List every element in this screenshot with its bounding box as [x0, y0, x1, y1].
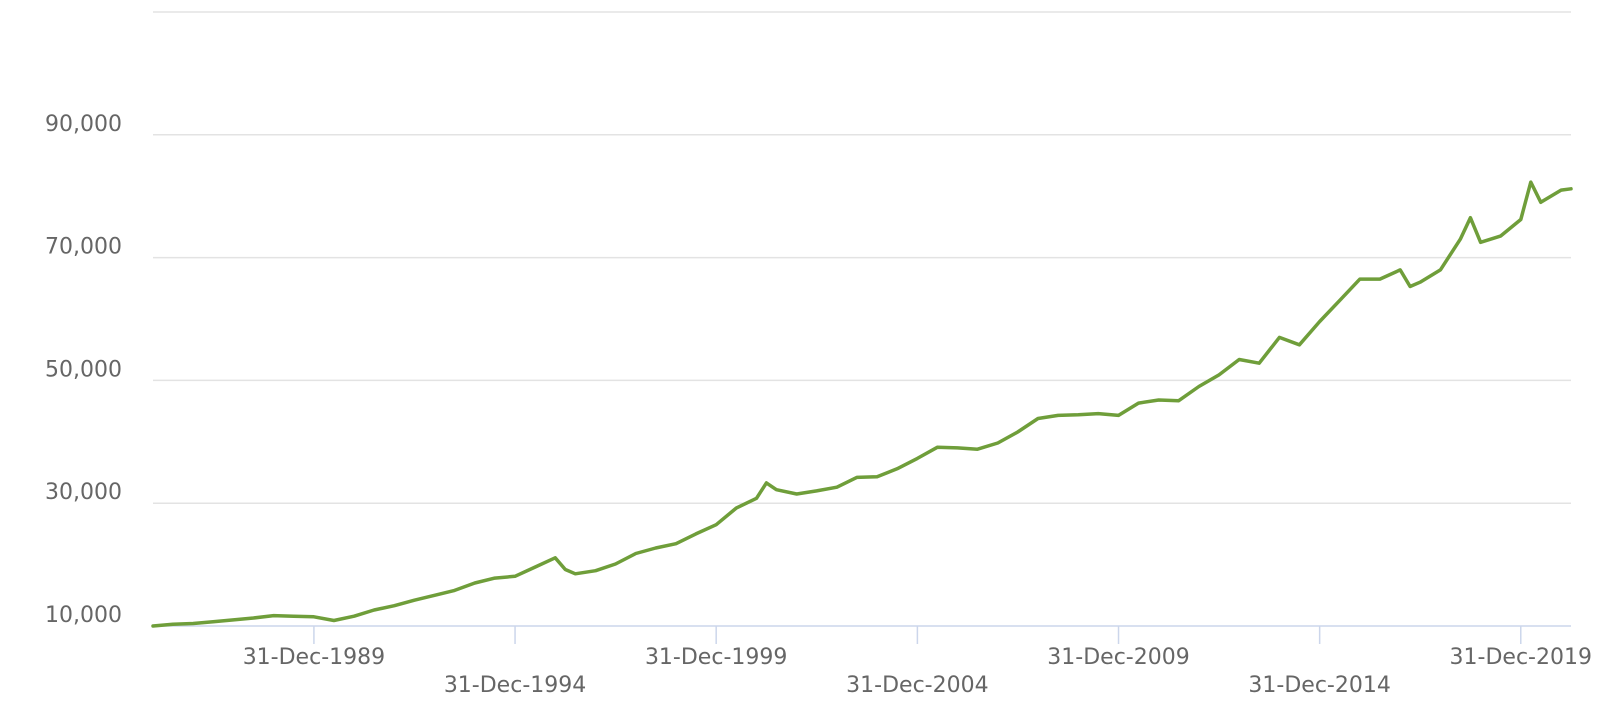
x-tick-label: 31-Dec-1994	[444, 673, 586, 698]
x-tick-label: 31-Dec-2004	[846, 673, 988, 698]
grid-lines	[153, 11, 1571, 504]
y-tick-label: 10,000	[45, 603, 122, 628]
x-tick-label: 31-Dec-1989	[243, 645, 385, 670]
x-tick-label: 31-Dec-2014	[1248, 673, 1390, 698]
y-tick-label: 90,000	[45, 112, 122, 137]
series-line	[151, 180, 1573, 628]
series-group	[151, 180, 1573, 628]
y-tick-label: 50,000	[45, 357, 122, 382]
x-axis: 31-Dec-1989 31-Dec-1994 31-Dec-1999 31-Dec-…	[153, 625, 1592, 698]
x-tick-label: 31-Dec-2019	[1450, 645, 1592, 670]
y-tick-label: 30,000	[45, 480, 122, 505]
x-tick-label: 31-Dec-2009	[1047, 645, 1189, 670]
y-axis: 10,000 30,000 50,000 70,000 90,000	[45, 112, 122, 628]
x-tick-label: 31-Dec-1999	[645, 645, 787, 670]
y-tick-label: 70,000	[45, 235, 122, 260]
